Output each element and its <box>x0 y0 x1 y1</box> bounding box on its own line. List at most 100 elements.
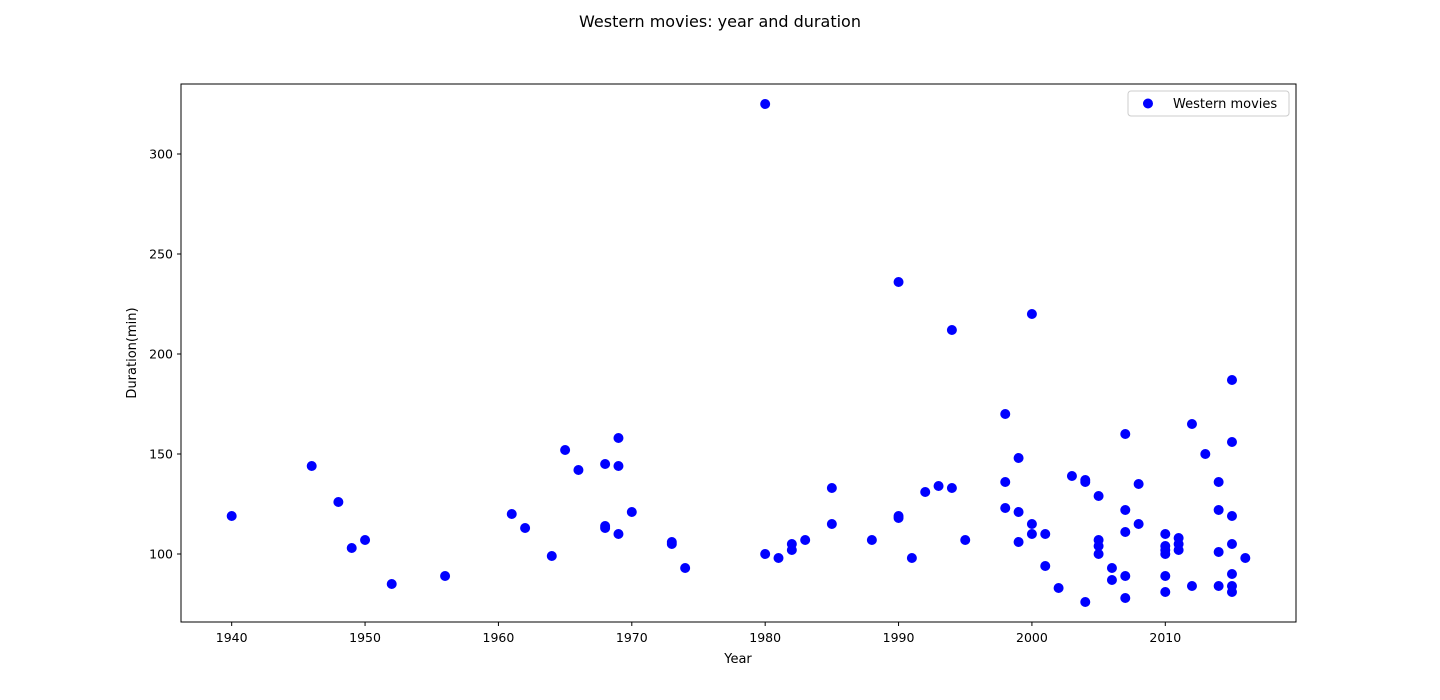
data-point <box>946 483 957 493</box>
data-point <box>666 539 677 549</box>
data-point <box>1053 583 1064 593</box>
data-point <box>546 551 557 561</box>
data-point <box>933 481 944 491</box>
x-tick-label: 1980 <box>749 630 781 645</box>
y-axis: 100 150 200 250 300 <box>149 147 181 562</box>
legend-marker <box>1143 98 1153 109</box>
data-point <box>360 535 371 545</box>
data-point <box>893 277 904 287</box>
data-point <box>1226 587 1237 597</box>
data-point <box>573 465 584 475</box>
data-point <box>906 553 917 563</box>
data-point <box>1080 597 1091 607</box>
data-point <box>826 519 837 529</box>
points-layer <box>226 99 1251 607</box>
data-point <box>600 523 611 533</box>
data-point <box>1213 547 1224 557</box>
legend-box <box>1127 90 1290 117</box>
x-axis-label: Year <box>723 652 752 667</box>
data-point <box>1226 375 1237 385</box>
data-point <box>613 433 624 443</box>
data-point <box>1013 453 1024 463</box>
data-point <box>1120 571 1131 581</box>
legend-label: Western movies <box>1173 97 1277 112</box>
data-point <box>920 487 931 497</box>
data-point <box>506 509 517 519</box>
data-point <box>1160 571 1171 581</box>
data-point <box>1093 491 1104 501</box>
data-point <box>1106 575 1117 585</box>
data-point <box>1080 477 1091 487</box>
data-point <box>800 535 811 545</box>
data-point <box>1000 477 1011 487</box>
plot-area <box>181 84 1296 622</box>
data-point <box>1120 527 1131 537</box>
x-tick-label: 1960 <box>483 630 515 645</box>
data-point <box>1226 539 1237 549</box>
x-tick-label: 1950 <box>349 630 381 645</box>
data-point <box>1120 505 1131 515</box>
data-point <box>773 553 784 563</box>
data-point <box>1026 519 1037 529</box>
data-point <box>1120 593 1131 603</box>
data-point <box>1160 587 1171 597</box>
data-point <box>346 543 357 553</box>
data-point <box>826 483 837 493</box>
data-point <box>1173 545 1184 555</box>
data-point <box>1186 581 1197 591</box>
data-point <box>560 445 571 455</box>
data-point <box>1000 503 1011 513</box>
data-point <box>1226 437 1237 447</box>
data-point <box>786 545 797 555</box>
data-point <box>1026 309 1037 319</box>
plot-frame <box>180 83 1297 623</box>
data-point <box>946 325 957 335</box>
data-point <box>1106 563 1117 573</box>
data-point <box>760 549 771 559</box>
data-point <box>1213 477 1224 487</box>
x-tick-label: 1990 <box>883 630 915 645</box>
data-point <box>1160 529 1171 539</box>
data-point <box>1240 553 1251 563</box>
data-point <box>1133 519 1144 529</box>
legend: Western movies <box>1127 90 1290 117</box>
data-point <box>1013 537 1024 547</box>
data-point <box>226 511 237 521</box>
data-point <box>1226 511 1237 521</box>
data-point <box>626 507 637 517</box>
data-point <box>1133 479 1144 489</box>
data-point <box>1213 505 1224 515</box>
data-point <box>1040 561 1051 571</box>
data-point <box>613 461 624 471</box>
data-point <box>1226 569 1237 579</box>
data-point <box>960 535 971 545</box>
data-point <box>1066 471 1077 481</box>
x-tick-label: 2000 <box>1016 630 1048 645</box>
chart-title: Western movies: year and duration <box>579 12 861 31</box>
data-point <box>866 535 877 545</box>
y-tick-label: 150 <box>149 447 173 462</box>
data-point <box>680 563 691 573</box>
data-point <box>440 571 451 581</box>
data-point <box>760 99 771 109</box>
data-point <box>1160 549 1171 559</box>
data-point <box>893 513 904 523</box>
y-tick-label: 100 <box>149 547 173 562</box>
y-tick-label: 250 <box>149 247 173 262</box>
data-point <box>600 459 611 469</box>
x-tick-label: 1940 <box>216 630 248 645</box>
data-point <box>386 579 397 589</box>
data-point <box>520 523 531 533</box>
data-point <box>333 497 344 507</box>
data-point <box>1013 507 1024 517</box>
data-point <box>1093 541 1104 551</box>
y-axis-label: Duration(min) <box>125 307 140 398</box>
data-point <box>306 461 317 471</box>
data-point <box>1200 449 1211 459</box>
data-point <box>1120 429 1131 439</box>
data-point <box>613 529 624 539</box>
data-point <box>1186 419 1197 429</box>
data-point <box>1040 529 1051 539</box>
x-axis: 1940 1950 1960 1970 1980 1990 2000 2010 <box>216 622 1181 645</box>
